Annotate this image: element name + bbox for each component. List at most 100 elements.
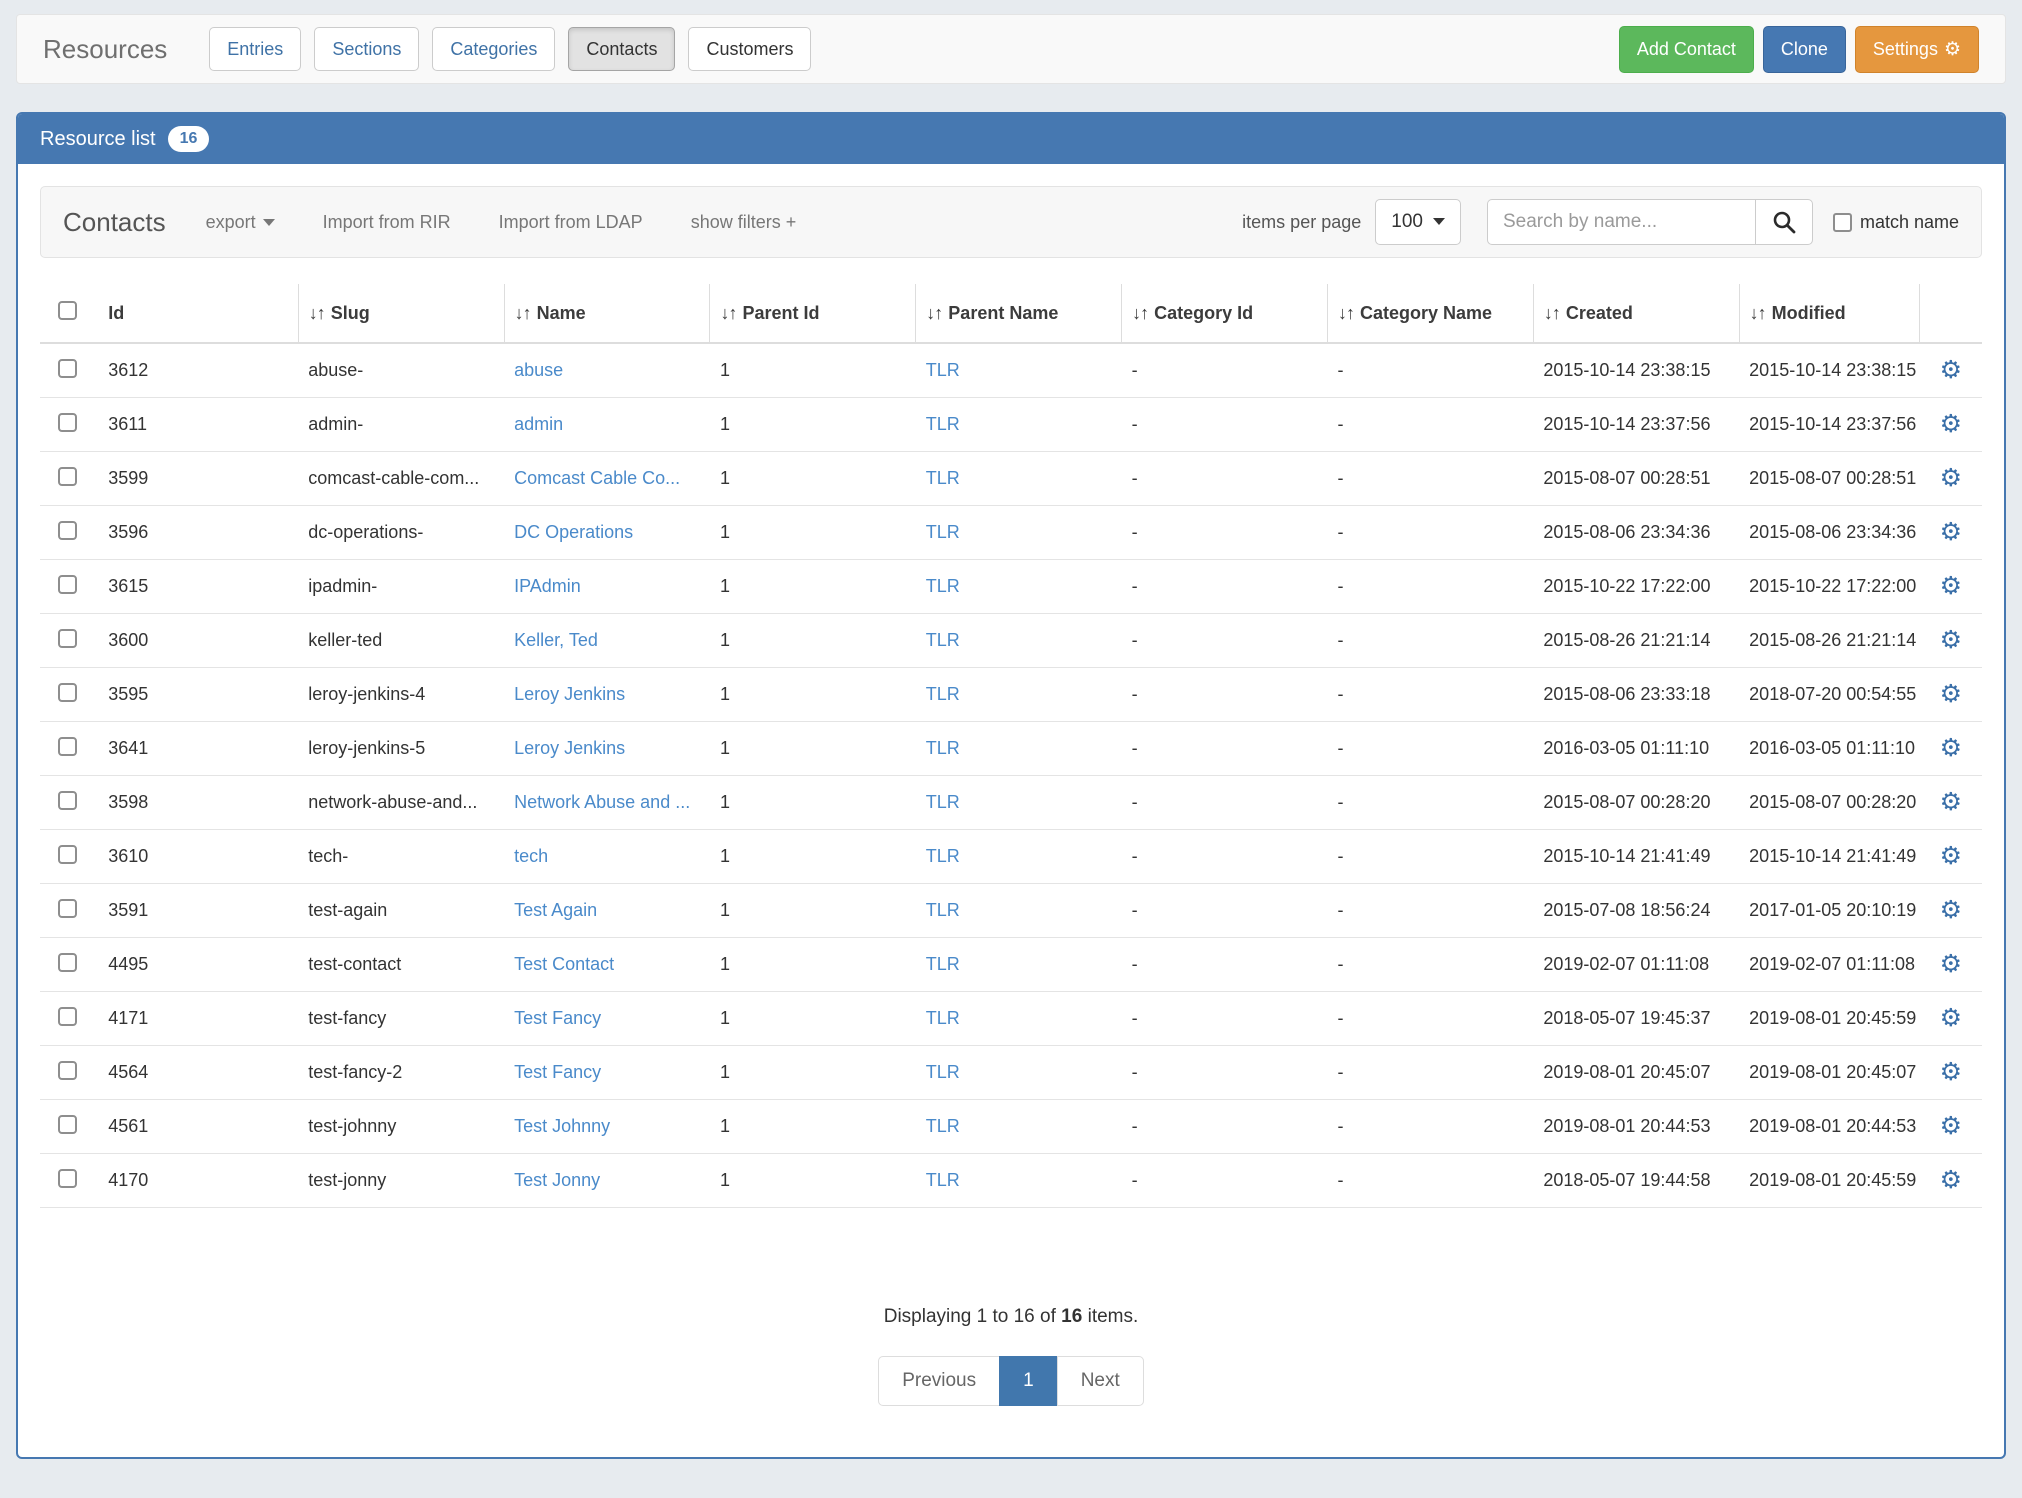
row-checkbox[interactable]: [58, 898, 77, 918]
cell-name-link[interactable]: Network Abuse and ...: [514, 792, 691, 812]
cell-slug: test-jonny: [298, 1153, 505, 1208]
cell-name-link[interactable]: Test Fancy: [514, 1062, 602, 1082]
cell-modified: 2016-03-05 01:11:10: [1739, 721, 1920, 776]
show-filters-link[interactable]: show filters +: [690, 211, 797, 232]
row-checkbox[interactable]: [58, 1060, 77, 1080]
pagination-previous-button[interactable]: Previous: [878, 1356, 1001, 1406]
items-per-page-select[interactable]: 100: [1375, 199, 1461, 245]
row-checkbox[interactable]: [58, 1006, 77, 1026]
search-input[interactable]: [1486, 199, 1755, 245]
row-settings-gear-icon[interactable]: ⚙: [1939, 518, 1963, 546]
cell-name-link[interactable]: Leroy Jenkins: [514, 738, 626, 758]
cell-created: 2015-08-06 23:33:18: [1533, 667, 1740, 722]
row-settings-gear-icon[interactable]: ⚙: [1939, 896, 1963, 924]
column-header-category-id[interactable]: ↓↑ Category Id: [1121, 284, 1328, 344]
cell-parent-name-link[interactable]: TLR: [925, 360, 960, 380]
row-checkbox[interactable]: [58, 358, 77, 378]
row-checkbox[interactable]: [58, 1168, 77, 1188]
cell-parent-name-link[interactable]: TLR: [925, 522, 960, 542]
row-checkbox[interactable]: [58, 736, 77, 756]
cell-name-link[interactable]: Test Jonny: [514, 1170, 601, 1190]
row-settings-gear-icon[interactable]: ⚙: [1939, 1004, 1963, 1032]
row-checkbox[interactable]: [58, 682, 77, 702]
tab-contacts[interactable]: Contacts: [568, 27, 676, 71]
cell-name-link[interactable]: abuse: [514, 360, 564, 380]
column-header-created[interactable]: ↓↑ Created: [1532, 284, 1740, 344]
cell-name-link[interactable]: admin: [514, 414, 564, 434]
column-header-category-name[interactable]: ↓↑ Category Name: [1326, 284, 1534, 344]
cell-name-link[interactable]: Test Fancy: [514, 1008, 602, 1028]
row-settings-gear-icon[interactable]: ⚙: [1939, 788, 1963, 816]
row-settings-gear-icon[interactable]: ⚙: [1939, 950, 1963, 978]
settings-button[interactable]: Settings ⚙: [1854, 25, 1979, 73]
row-checkbox[interactable]: [58, 466, 77, 486]
row-checkbox[interactable]: [58, 790, 77, 810]
row-settings-gear-icon[interactable]: ⚙: [1939, 356, 1963, 384]
tab-customers[interactable]: Customers: [688, 27, 812, 71]
select-all-checkbox[interactable]: [58, 301, 77, 320]
row-checkbox[interactable]: [58, 520, 77, 540]
match-name-checkbox[interactable]: [1832, 212, 1852, 232]
row-settings-gear-icon[interactable]: ⚙: [1939, 464, 1963, 492]
pagination-page-1-button[interactable]: 1: [999, 1356, 1058, 1406]
cell-name-link[interactable]: Leroy Jenkins: [514, 684, 626, 704]
cell-name-link[interactable]: Comcast Cable Co...: [514, 468, 681, 488]
cell-parent-name-link[interactable]: TLR: [925, 414, 960, 434]
cell-name-link[interactable]: Test Johnny: [514, 1116, 611, 1136]
cell-parent-name-link[interactable]: TLR: [925, 792, 960, 812]
cell-category-name: -: [1327, 397, 1534, 452]
cell-parent-name-link[interactable]: TLR: [925, 630, 960, 650]
column-header-slug[interactable]: ↓↑ Slug: [297, 284, 505, 344]
add-contact-button[interactable]: Add Contact: [1618, 25, 1754, 73]
row-settings-gear-icon[interactable]: ⚙: [1939, 680, 1963, 708]
row-checkbox[interactable]: [58, 844, 77, 864]
cell-name-link[interactable]: Keller, Ted: [514, 630, 598, 650]
cell-name-link[interactable]: IPAdmin: [514, 576, 581, 596]
cell-parent-name-link[interactable]: TLR: [925, 900, 960, 920]
column-header-parent-name[interactable]: ↓↑ Parent Name: [915, 284, 1122, 344]
row-settings-gear-icon[interactable]: ⚙: [1939, 626, 1963, 654]
cell-parent-name-link[interactable]: TLR: [925, 1116, 960, 1136]
cell-name-link[interactable]: DC Operations: [514, 522, 634, 542]
cell-parent-name-link[interactable]: TLR: [925, 684, 960, 704]
cell-name-link[interactable]: tech: [514, 846, 549, 866]
row-checkbox[interactable]: [58, 574, 77, 594]
row-settings-gear-icon[interactable]: ⚙: [1939, 734, 1963, 762]
row-settings-gear-icon[interactable]: ⚙: [1939, 1058, 1963, 1086]
column-header-name[interactable]: ↓↑ Name: [503, 284, 710, 344]
row-settings-gear-icon[interactable]: ⚙: [1939, 842, 1963, 870]
row-checkbox[interactable]: [58, 1114, 77, 1134]
resource-type-tabs: Entries Sections Categories Contacts Custome…: [209, 27, 812, 71]
tab-entries[interactable]: Entries: [209, 27, 302, 71]
column-header-modified[interactable]: ↓↑ Modified: [1738, 284, 1920, 344]
cell-parent-name-link[interactable]: TLR: [925, 1170, 960, 1190]
search-button[interactable]: [1754, 199, 1813, 245]
cell-parent-name-link[interactable]: TLR: [925, 738, 960, 758]
clone-button[interactable]: Clone: [1762, 25, 1846, 73]
cell-created: 2019-08-01 20:44:53: [1533, 1099, 1740, 1154]
cell-parent-name-link[interactable]: TLR: [925, 846, 960, 866]
cell-parent-name-link[interactable]: TLR: [925, 1062, 960, 1082]
tab-categories[interactable]: Categories: [432, 27, 556, 71]
export-dropdown[interactable]: export: [206, 212, 275, 233]
row-settings-gear-icon[interactable]: ⚙: [1939, 572, 1963, 600]
cell-name-link[interactable]: Test Contact: [514, 954, 615, 974]
pagination: Previous 1 Next: [40, 1356, 1982, 1406]
pagination-next-button[interactable]: Next: [1056, 1356, 1144, 1406]
row-checkbox[interactable]: [58, 952, 77, 972]
cell-name-link[interactable]: Test Again: [514, 900, 598, 920]
row-settings-gear-icon[interactable]: ⚙: [1939, 1166, 1963, 1194]
import-from-ldap-link[interactable]: Import from LDAP: [498, 211, 643, 232]
column-header-parent-id[interactable]: ↓↑ Parent Id: [709, 284, 916, 344]
cell-parent-name-link[interactable]: TLR: [925, 1008, 960, 1028]
cell-parent-name-link[interactable]: TLR: [925, 954, 960, 974]
cell-parent-name-link[interactable]: TLR: [925, 576, 960, 596]
import-from-rir-link[interactable]: Import from RIR: [322, 211, 451, 232]
row-settings-gear-icon[interactable]: ⚙: [1939, 1112, 1963, 1140]
tab-sections[interactable]: Sections: [314, 27, 420, 71]
row-actions-cell: ⚙: [1919, 1153, 1982, 1208]
row-checkbox[interactable]: [58, 628, 77, 648]
row-settings-gear-icon[interactable]: ⚙: [1939, 410, 1963, 438]
cell-parent-name-link[interactable]: TLR: [925, 468, 960, 488]
row-checkbox[interactable]: [58, 412, 77, 432]
